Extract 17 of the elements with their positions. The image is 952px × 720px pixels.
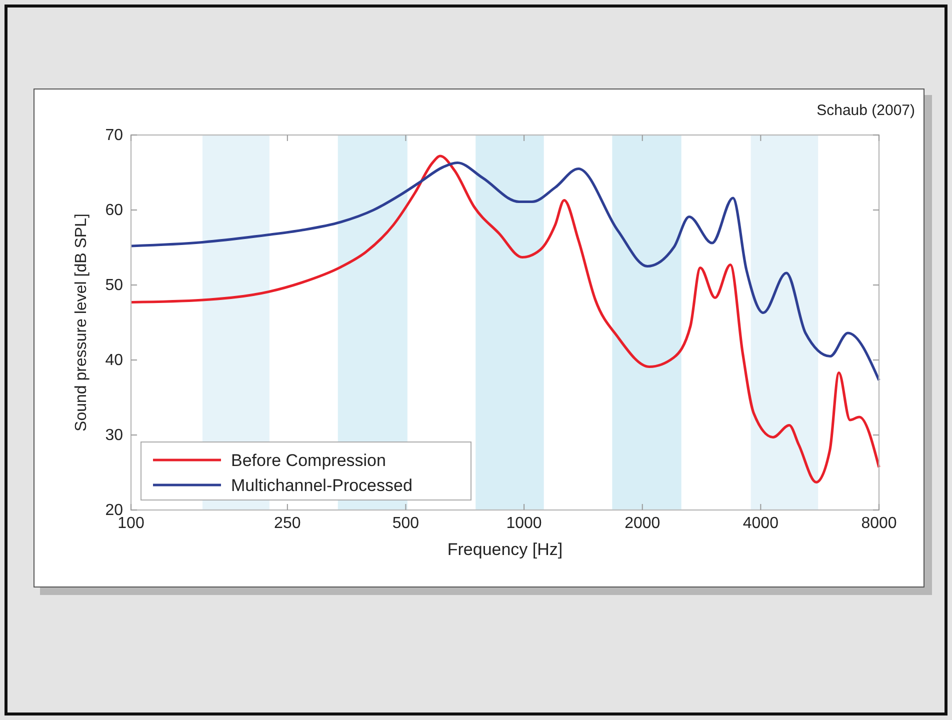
- x-tick-label: 100: [118, 515, 144, 532]
- x-tick-label: 1000: [506, 515, 542, 532]
- x-tick-label: 8000: [861, 515, 897, 532]
- y-axis-title: Sound pressure level [dB SPL]: [73, 214, 90, 432]
- x-tick-label: 2000: [624, 515, 660, 532]
- text: Schaub (2007): [816, 102, 915, 119]
- y-tick-label: 50: [105, 277, 124, 294]
- y-tick-label: 40: [105, 352, 124, 369]
- y-tick-label: 30: [105, 427, 124, 444]
- legend-label: Multichannel-Processed: [231, 476, 412, 495]
- y-tick-label: 60: [105, 202, 124, 219]
- x-tick-label: 250: [274, 515, 301, 532]
- y-tick-label: 70: [105, 127, 124, 144]
- x-tick-label: 500: [392, 515, 420, 532]
- x-axis-title: Frequency [Hz]: [447, 540, 563, 559]
- legend-label: Before Compression: [231, 451, 386, 470]
- x-tick-label: 4000: [742, 515, 779, 532]
